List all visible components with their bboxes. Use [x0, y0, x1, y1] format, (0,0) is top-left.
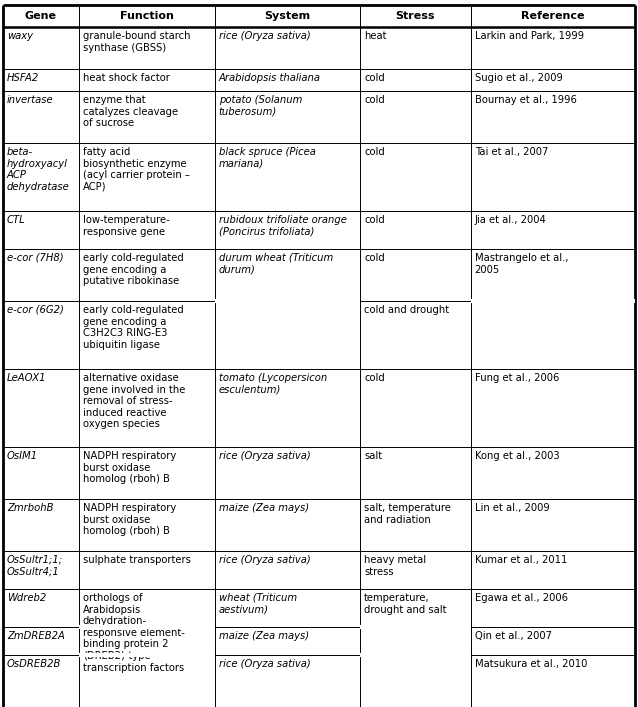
Text: heat shock factor: heat shock factor: [83, 73, 170, 83]
Text: Stress: Stress: [396, 11, 435, 21]
Text: alternative oxidase
gene involved in the
removal of stress-
induced reactive
oxy: alternative oxidase gene involved in the…: [83, 373, 185, 429]
Text: waxy: waxy: [7, 31, 33, 41]
Text: temperature,
drought and salt: temperature, drought and salt: [364, 593, 447, 614]
Text: rice (Oryza sativa): rice (Oryza sativa): [219, 659, 311, 669]
Text: Function: Function: [120, 11, 174, 21]
Text: enzyme that
catalyzes cleavage
of sucrose: enzyme that catalyzes cleavage of sucros…: [83, 95, 178, 128]
Text: Egawa et al., 2006: Egawa et al., 2006: [475, 593, 568, 603]
Text: early cold-regulated
gene encoding a
C3H2C3 RING-E3
ubiquitin ligase: early cold-regulated gene encoding a C3H…: [83, 305, 184, 350]
Text: Larkin and Park, 1999: Larkin and Park, 1999: [475, 31, 584, 41]
Text: cold: cold: [364, 373, 385, 383]
Text: Reference: Reference: [521, 11, 584, 21]
Text: LeAOX1: LeAOX1: [7, 373, 47, 383]
Text: salt, temperature
and radiation: salt, temperature and radiation: [364, 503, 451, 525]
Text: beta-
hydroxyacyl
ACP
dehydratase: beta- hydroxyacyl ACP dehydratase: [7, 147, 70, 192]
Text: e-cor (7H8): e-cor (7H8): [7, 253, 64, 263]
Text: Kong et al., 2003: Kong et al., 2003: [475, 451, 560, 461]
Text: durum wheat (Triticum
durum): durum wheat (Triticum durum): [219, 253, 333, 274]
Text: heat: heat: [364, 31, 387, 41]
Text: Matsukura et al., 2010: Matsukura et al., 2010: [475, 659, 587, 669]
Text: maize (Zea mays): maize (Zea mays): [219, 503, 309, 513]
Text: Fung et al., 2006: Fung et al., 2006: [475, 373, 559, 383]
Text: rice (Oryza sativa): rice (Oryza sativa): [219, 451, 311, 461]
Text: granule-bound starch
synthase (GBSS): granule-bound starch synthase (GBSS): [83, 31, 190, 52]
Text: Wdreb2: Wdreb2: [7, 593, 46, 603]
Text: Jia et al., 2004: Jia et al., 2004: [475, 215, 546, 225]
Text: maize (Zea mays): maize (Zea mays): [219, 631, 309, 641]
Text: rubidoux trifoliate orange
(Poncirus trifoliata): rubidoux trifoliate orange (Poncirus tri…: [219, 215, 346, 237]
Text: wheat (Triticum
aestivum): wheat (Triticum aestivum): [219, 593, 297, 614]
Text: Mastrangelo et al.,
2005: Mastrangelo et al., 2005: [475, 253, 568, 274]
Text: black spruce (Picea
mariana): black spruce (Picea mariana): [219, 147, 316, 168]
Text: tomato (Lycopersicon
esculentum): tomato (Lycopersicon esculentum): [219, 373, 327, 395]
Text: invertase: invertase: [7, 95, 54, 105]
Text: HSFA2: HSFA2: [7, 73, 40, 83]
Text: OsSultr1;1;
OsSultr4;1: OsSultr1;1; OsSultr4;1: [7, 555, 63, 577]
Text: salt: salt: [364, 451, 382, 461]
Text: sulphate transporters: sulphate transporters: [83, 555, 191, 565]
Text: NADPH respiratory
burst oxidase
homolog (rboh) B: NADPH respiratory burst oxidase homolog …: [83, 451, 176, 484]
Text: Kumar et al., 2011: Kumar et al., 2011: [475, 555, 567, 565]
Text: Lin et al., 2009: Lin et al., 2009: [475, 503, 549, 513]
Text: early cold-regulated
gene encoding a
putative ribokinase: early cold-regulated gene encoding a put…: [83, 253, 184, 286]
Text: ZmrbohB: ZmrbohB: [7, 503, 54, 513]
Text: heavy metal
stress: heavy metal stress: [364, 555, 426, 577]
Text: Gene: Gene: [25, 11, 57, 21]
Text: fatty acid
biosynthetic enzyme
(acyl carrier protein –
ACP): fatty acid biosynthetic enzyme (acyl car…: [83, 147, 189, 192]
Text: NADPH respiratory
burst oxidase
homolog (rboh) B: NADPH respiratory burst oxidase homolog …: [83, 503, 176, 536]
Text: e-cor (6G2): e-cor (6G2): [7, 305, 64, 315]
Text: ZmDREB2A: ZmDREB2A: [7, 631, 65, 641]
Text: cold: cold: [364, 73, 385, 83]
Text: cold: cold: [364, 253, 385, 263]
Text: rice (Oryza sativa): rice (Oryza sativa): [219, 555, 311, 565]
Text: OsIM1: OsIM1: [7, 451, 38, 461]
Text: Sugio et al., 2009: Sugio et al., 2009: [475, 73, 563, 83]
Text: Qin et al., 2007: Qin et al., 2007: [475, 631, 552, 641]
Text: rice (Oryza sativa): rice (Oryza sativa): [219, 31, 311, 41]
Text: CTL: CTL: [7, 215, 26, 225]
Text: System: System: [264, 11, 311, 21]
Text: cold: cold: [364, 95, 385, 105]
Text: cold: cold: [364, 215, 385, 225]
Text: orthologs of
Arabidopsis
dehydration-
responsive element-
binding protein 2
(DRE: orthologs of Arabidopsis dehydration- re…: [83, 593, 185, 672]
Text: Arabidopsis thaliana: Arabidopsis thaliana: [219, 73, 321, 83]
Text: cold: cold: [364, 147, 385, 157]
Text: Tai et al., 2007: Tai et al., 2007: [475, 147, 548, 157]
Text: OsDREB2B: OsDREB2B: [7, 659, 61, 669]
Text: Bournay et al., 1996: Bournay et al., 1996: [475, 95, 577, 105]
Text: cold and drought: cold and drought: [364, 305, 449, 315]
Text: low-temperature-
responsive gene: low-temperature- responsive gene: [83, 215, 170, 237]
Text: potato (Solanum
tuberosum): potato (Solanum tuberosum): [219, 95, 302, 117]
